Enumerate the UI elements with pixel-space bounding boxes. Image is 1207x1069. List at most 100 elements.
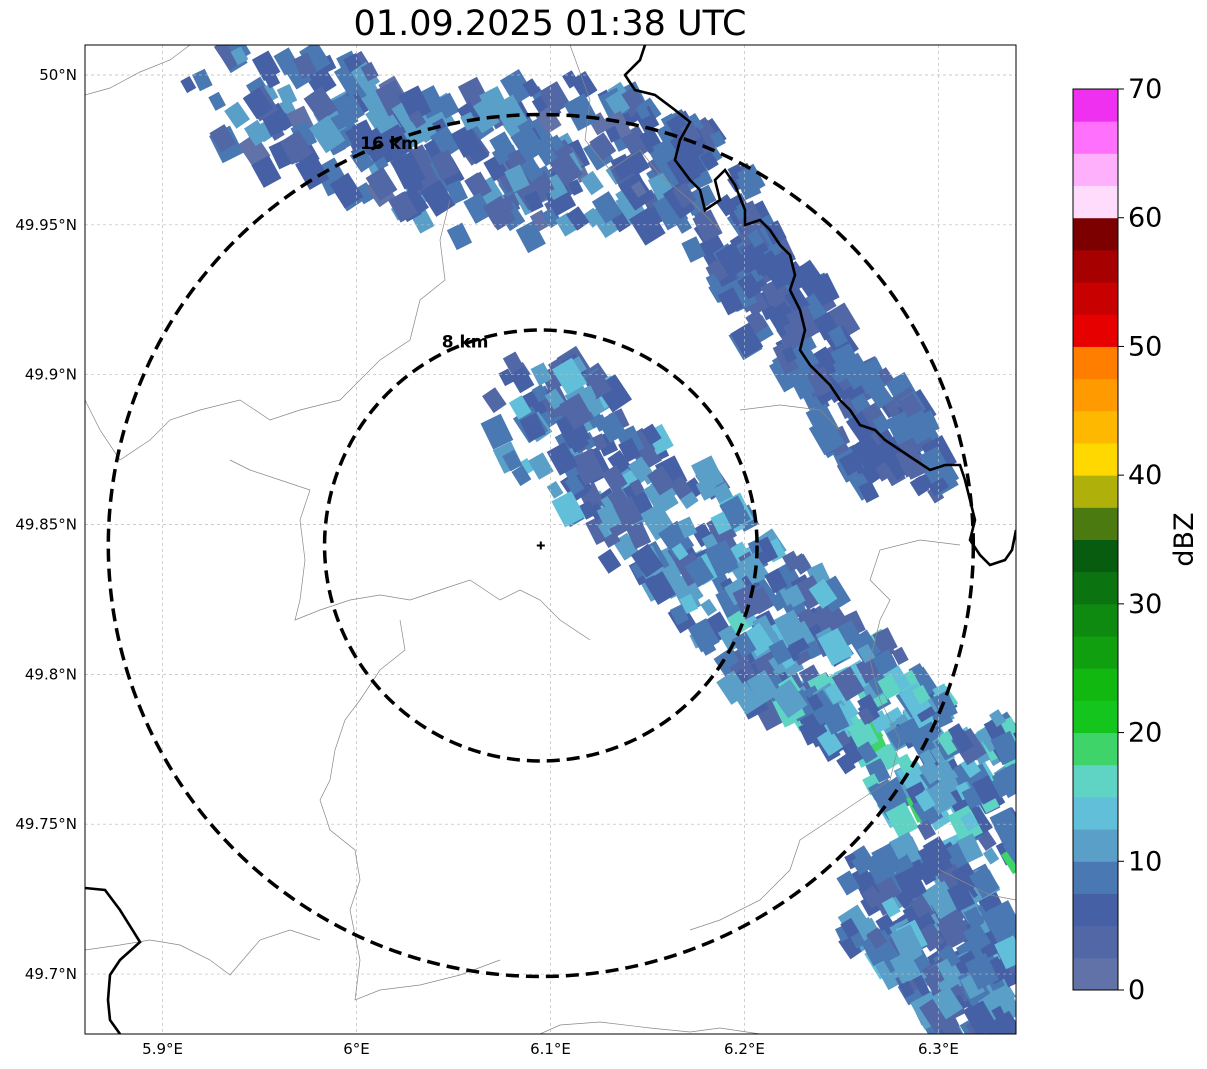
echo-cell: [511, 465, 532, 487]
echo-cell: [502, 449, 523, 472]
echo-cell: [715, 585, 747, 619]
echo-cell: [760, 279, 786, 307]
colorbar-segment: [1073, 732, 1118, 766]
echo-cell: [299, 45, 331, 75]
echo-cell: [466, 98, 500, 134]
admin-boundary-line: [85, 929, 321, 976]
echo-cell: [925, 965, 945, 987]
echo-cell: [964, 952, 999, 990]
echo-cell: [523, 190, 544, 213]
echo-cell: [546, 441, 579, 476]
colorbar-segment: [1073, 475, 1118, 508]
radar-echo-layer: [180, 45, 1016, 1034]
admin-boundary-line: [539, 1021, 761, 1034]
echo-cell: [808, 416, 846, 456]
colorbar-segment: [1073, 603, 1118, 637]
echo-cell: [747, 539, 763, 556]
lat-tick-label: 49.7°N: [25, 965, 77, 983]
echo-cell: [581, 385, 597, 402]
echo-cell: [837, 620, 862, 646]
echo-cell: [719, 495, 751, 530]
echo-cell: [742, 622, 775, 657]
echo-cell: [378, 123, 414, 161]
colorbar-tick-label: 50: [1128, 331, 1162, 362]
echo-cell: [850, 932, 866, 949]
echo-cell: [570, 70, 598, 100]
echo-cell: [881, 897, 901, 918]
echo-cell: [960, 972, 985, 1000]
echo-cell: [732, 583, 766, 620]
echo-cell: [541, 206, 562, 229]
echo-cell: [295, 153, 330, 190]
echo-cell: [559, 393, 594, 430]
echo-cell: [243, 119, 270, 147]
echo-cell: [824, 302, 861, 342]
echo-cell: [762, 251, 798, 290]
echo-cell: [918, 759, 943, 785]
colorbar-segment: [1073, 378, 1118, 412]
echo-cell: [811, 605, 837, 633]
range-ring: [106, 112, 976, 979]
latitude-axis: 49.7°N 49.75°N 49.8°N 49.85°N 49.9°N 49.95°N 5…: [15, 66, 77, 983]
map-title: 01.09.2025 01:38 UTC: [353, 4, 747, 44]
echo-cell: [922, 778, 958, 815]
echo-cell: [708, 256, 732, 282]
echo-cell: [931, 986, 964, 1020]
admin-boundary-line: [689, 539, 961, 931]
echo-cell: [681, 236, 706, 263]
echo-cell: [592, 414, 610, 432]
echo-cell: [489, 131, 517, 161]
colorbar-segment: [1073, 893, 1118, 927]
map-plot-area: 8 km 16 km: [84, 44, 1017, 1035]
echo-cell: [894, 866, 928, 902]
echo-cell: [465, 171, 492, 200]
echo-cell: [806, 693, 824, 712]
echo-cell: [955, 833, 984, 864]
colorbar-tick-label: 60: [1128, 203, 1162, 234]
echo-cell: [735, 249, 760, 275]
echo-cell: [994, 935, 1016, 970]
echo-cell: [842, 453, 860, 472]
echo-cell: [983, 717, 1006, 742]
echo-cell: [528, 452, 554, 480]
colorbar-segment: [1073, 249, 1118, 283]
colorbar-frame: [1072, 88, 1119, 991]
echo-cell: [627, 456, 654, 484]
echo-cell: [358, 127, 393, 163]
lat-tick-label: 49.95°N: [15, 216, 77, 234]
echo-cell: [770, 679, 808, 719]
echo-cell: [484, 418, 510, 446]
echo-cell: [390, 151, 426, 190]
echo-cell: [773, 609, 808, 647]
echo-cell: [1002, 835, 1016, 865]
echo-cell: [989, 807, 1016, 845]
echo-cell: [529, 209, 551, 232]
echo-cell: [951, 862, 981, 894]
colorbar-segment: [1073, 121, 1118, 154]
echo-cell: [398, 85, 432, 122]
echo-cell: [877, 367, 894, 385]
echo-cell: [917, 446, 952, 484]
echo-cell: [520, 157, 544, 183]
echo-cell: [715, 242, 749, 278]
echo-cell: [723, 275, 758, 313]
echo-cell: [987, 900, 1016, 938]
echo-cell: [790, 553, 812, 575]
echo-cell: [563, 93, 599, 132]
colorbar-segment: [1073, 153, 1118, 187]
echo-cell: [895, 889, 914, 909]
echo-cell: [180, 75, 197, 94]
echo-cell: [561, 423, 586, 450]
echo-cell: [261, 111, 286, 137]
echo-cell: [591, 191, 623, 224]
echo-cell: [808, 578, 838, 609]
echo-cell: [237, 133, 271, 168]
echo-cell: [782, 321, 801, 340]
colorbar-segment: [1073, 636, 1118, 669]
echo-cell: [482, 387, 507, 414]
echo-cell: [669, 571, 704, 609]
echo-cell: [607, 450, 632, 475]
echo-cell: [329, 172, 364, 209]
echo-cell: [329, 113, 346, 132]
echo-cell: [535, 106, 562, 135]
